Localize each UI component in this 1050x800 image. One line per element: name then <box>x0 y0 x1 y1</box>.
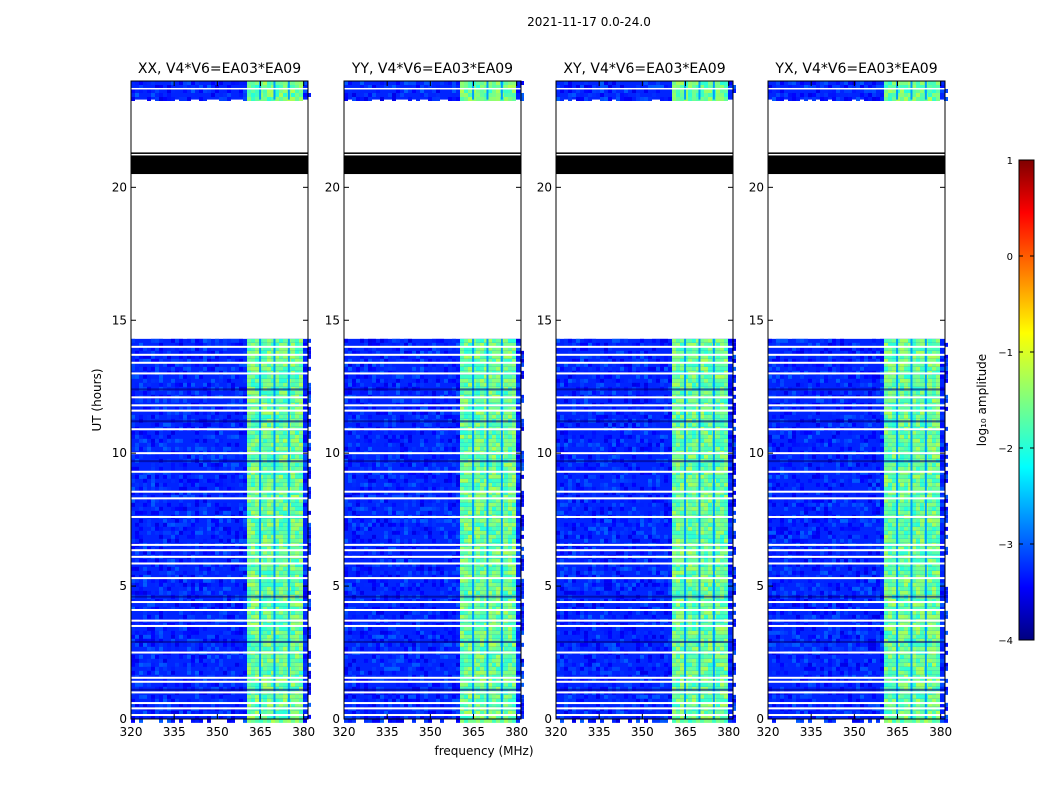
y-tick-label: 0 <box>544 712 552 726</box>
panel-xx: XX, V4*V6=EA03*EA09 320 335 350 365 380 0 5 10 15… <box>112 61 315 739</box>
y-tick-label: 0 <box>332 712 340 726</box>
x-tick-label: 380 <box>929 725 952 739</box>
y-tick-label: 15 <box>325 313 340 327</box>
x-tick-label: 320 <box>757 725 780 739</box>
panel-title: XX, V4*V6=EA03*EA09 <box>138 61 301 77</box>
x-tick-label: 320 <box>545 725 568 739</box>
x-tick-label: 380 <box>292 725 315 739</box>
flagged-region <box>768 155 945 175</box>
x-tick-label: 350 <box>419 725 442 739</box>
y-tick-label: 10 <box>537 446 552 460</box>
panel-title: YX, V4*V6=EA03*EA09 <box>774 61 937 77</box>
y-tick-label: 15 <box>112 313 127 327</box>
data-block <box>344 81 524 101</box>
flagged-region <box>344 155 521 175</box>
data-block <box>556 338 736 723</box>
y-tick-label: 0 <box>119 712 127 726</box>
colorbar-tick-label: −3 <box>998 540 1013 551</box>
x-axis-label: frequency (MHz) <box>434 744 533 758</box>
x-tick-label: 380 <box>717 725 740 739</box>
y-tick-label: 5 <box>544 579 552 593</box>
y-tick-label: 10 <box>112 446 127 460</box>
y-tick-label: 15 <box>537 313 552 327</box>
colorbar-tick-label: 1 <box>1007 156 1013 167</box>
y-tick-label: 0 <box>756 712 764 726</box>
panel-frame <box>767 80 946 720</box>
colorbar-tick-label: −1 <box>998 348 1013 359</box>
colorbar-label: log₁₀ amplitude <box>975 354 989 446</box>
panel-frame <box>343 80 522 720</box>
x-tick-label: 320 <box>120 725 143 739</box>
x-tick-label: 350 <box>631 725 654 739</box>
panel-yx: YX, V4*V6=EA03*EA09 320 335 350 365 380 0 5 10 15… <box>749 61 952 739</box>
flagged-region <box>556 155 733 175</box>
colorbar-tick-label: −2 <box>998 444 1013 455</box>
x-tick-label: 350 <box>843 725 866 739</box>
x-tick-label: 365 <box>886 725 909 739</box>
data-block <box>131 338 311 723</box>
panel-title: YY, V4*V6=EA03*EA09 <box>351 61 513 77</box>
y-tick-label: 5 <box>119 579 127 593</box>
x-tick-label: 365 <box>462 725 485 739</box>
panel-title: XY, V4*V6=EA03*EA09 <box>563 61 725 77</box>
panel-yy: YY, V4*V6=EA03*EA09 320 335 350 365 380 0 5 10 15… <box>325 61 528 739</box>
x-tick-label: 320 <box>333 725 356 739</box>
x-tick-label: 335 <box>163 725 186 739</box>
x-tick-label: 335 <box>376 725 399 739</box>
x-tick-label: 365 <box>674 725 697 739</box>
x-tick-label: 335 <box>588 725 611 739</box>
figure-title: 2021-11-17 0.0-24.0 <box>527 15 651 29</box>
y-tick-label: 5 <box>756 579 764 593</box>
x-tick-label: 380 <box>505 725 528 739</box>
data-block <box>768 338 948 723</box>
y-tick-label: 10 <box>749 446 764 460</box>
y-tick-label: 15 <box>749 313 764 327</box>
colorbar: −4 −3 −2 −1 0 1 log₁₀ amplitude <box>975 156 1035 647</box>
data-block <box>131 81 311 101</box>
x-tick-label: 350 <box>206 725 229 739</box>
panel-xy: XY, V4*V6=EA03*EA09 320 335 350 365 380 0 5 10 15… <box>537 61 740 739</box>
data-block <box>768 81 948 101</box>
data-block <box>556 81 736 101</box>
y-tick-label: 5 <box>332 579 340 593</box>
flagged-region <box>131 155 308 175</box>
y-tick-label: 20 <box>537 180 552 194</box>
colorbar-tick-label: 0 <box>1007 252 1013 263</box>
panels-group: XX, V4*V6=EA03*EA09 320 335 350 365 380 0 5 10 15… <box>112 61 952 739</box>
y-tick-label: 10 <box>325 446 340 460</box>
x-tick-label: 335 <box>800 725 823 739</box>
y-tick-label: 20 <box>325 180 340 194</box>
panel-frame <box>130 80 309 720</box>
x-tick-label: 365 <box>249 725 272 739</box>
y-tick-label: 20 <box>749 180 764 194</box>
y-tick-label: 20 <box>112 180 127 194</box>
panel-frame <box>555 80 734 720</box>
y-axis-label: UT (hours) <box>90 368 104 431</box>
colorbar-tick-label: −4 <box>998 636 1013 647</box>
colorbar-gradient <box>1018 159 1035 641</box>
data-block <box>344 338 524 723</box>
